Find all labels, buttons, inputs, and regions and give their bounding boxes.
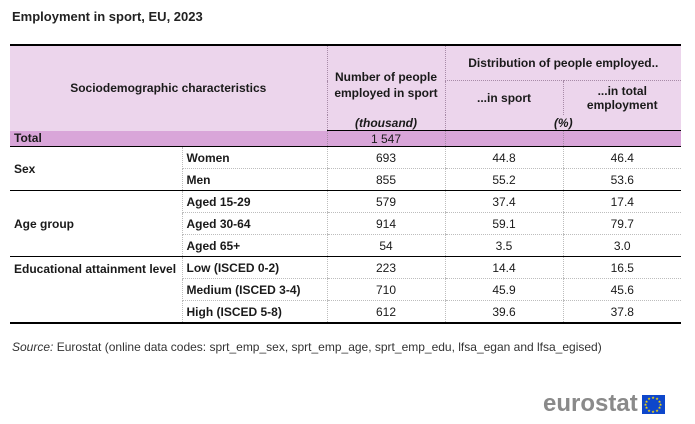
table-row: High (ISCED 5-8) 612 39.6 37.8: [10, 300, 682, 324]
total-in-sport: [444, 130, 564, 147]
cell-in-sport: 59.1: [444, 212, 564, 235]
cell-number: 855: [326, 168, 446, 191]
total-number: 1 547: [326, 130, 446, 147]
row-label: Low (ISCED 0-2): [181, 256, 328, 279]
cell-in-sport: 55.2: [444, 168, 564, 191]
source-text: Eurostat (online data codes: sprt_emp_se…: [56, 340, 602, 354]
source-note: Source: Eurostat (online data codes: spr…: [12, 340, 602, 354]
cell-in-total: 17.4: [562, 190, 682, 213]
employment-table: Sociodemographic characteristics Number …: [10, 44, 682, 324]
table-row: Men 855 55.2 53.6: [10, 168, 682, 191]
row-label: High (ISCED 5-8): [181, 300, 328, 324]
cell-number: 710: [326, 278, 446, 301]
table-row: Medium (ISCED 3-4) 710 45.9 45.6: [10, 278, 682, 301]
logo-text: eurostat: [543, 390, 638, 417]
cell-in-total: 46.4: [562, 146, 682, 169]
header-distribution: Distribution of people employed..: [444, 44, 682, 81]
group-label-education: Educational attainment level: [10, 256, 182, 324]
total-row: Total 1 547: [10, 130, 682, 147]
total-label: Total: [10, 130, 328, 147]
source-label: Source:: [12, 340, 54, 354]
row-label: Medium (ISCED 3-4): [181, 278, 328, 301]
table-row: Sex Women 693 44.8 46.4: [10, 146, 682, 191]
cell-in-total: 16.5: [562, 256, 682, 279]
total-in-total: [562, 130, 682, 147]
row-label: Aged 30-64: [181, 212, 328, 235]
eurostat-logo: eurostat ★ ★ ★ ★ ★ ★ ★ ★ ★ ★ ★ ★: [543, 391, 665, 417]
row-label: Women: [181, 146, 328, 169]
cell-in-sport: 39.6: [444, 300, 564, 324]
cell-number: 612: [326, 300, 446, 324]
cell-in-sport: 3.5: [444, 234, 564, 257]
table-title: Employment in sport, EU, 2023: [12, 9, 203, 24]
cell-in-sport: 45.9: [444, 278, 564, 301]
cell-in-sport: 44.8: [444, 146, 564, 169]
cell-number: 223: [326, 256, 446, 279]
cell-in-sport: 14.4: [444, 256, 564, 279]
cell-number: 54: [326, 234, 446, 257]
cell-in-total: 3.0: [562, 234, 682, 257]
cell-number: 914: [326, 212, 446, 235]
row-label: Aged 15-29: [181, 190, 328, 213]
cell-in-total: 53.6: [562, 168, 682, 191]
row-label: Aged 65+: [181, 234, 328, 257]
eu-flag-icon: ★ ★ ★ ★ ★ ★ ★ ★ ★ ★ ★ ★: [641, 394, 665, 414]
table-row: Aged 65+ 54 3.5 3.0: [10, 234, 682, 257]
cell-in-total: 79.7: [562, 212, 682, 235]
group-label-sex: Sex: [10, 146, 182, 191]
table-row: Aged 30-64 914 59.1 79.7: [10, 212, 682, 235]
unit-thousand: (thousand): [326, 115, 446, 131]
unit-percent: (%): [444, 115, 682, 131]
header-in-sport: ...in sport: [444, 80, 564, 115]
group-label-age: Age group: [10, 190, 182, 257]
cell-in-total: 45.6: [562, 278, 682, 301]
cell-in-sport: 37.4: [444, 190, 564, 213]
table-row: Educational attainment level Low (ISCED …: [10, 256, 682, 324]
header-characteristics: Sociodemographic characteristics: [10, 44, 328, 131]
cell-number: 693: [326, 146, 446, 169]
table-row: Age group Aged 15-29 579 37.4 17.4: [10, 190, 682, 257]
cell-number: 579: [326, 190, 446, 213]
cell-in-total: 37.8: [562, 300, 682, 324]
header-in-total: ...in total employment: [562, 80, 682, 115]
header-number-employed: Number of people employed in sport: [326, 44, 446, 115]
row-label: Men: [181, 168, 328, 191]
